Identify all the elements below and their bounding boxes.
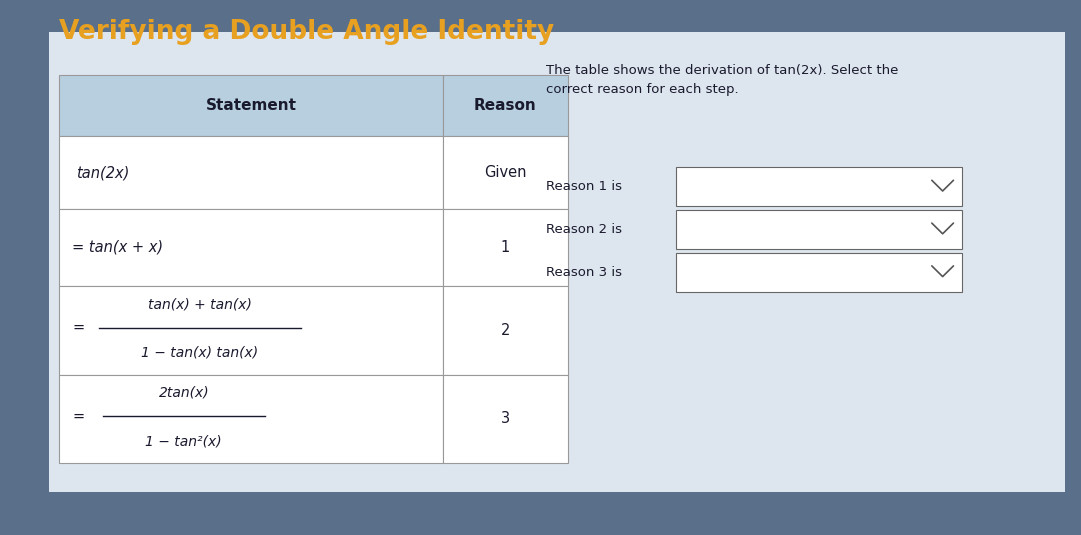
Text: The table shows the derivation of tan(2x). Select the
correct reason for each st: The table shows the derivation of tan(2x… — [546, 64, 898, 96]
Bar — [59, 75, 443, 136]
Text: 3: 3 — [501, 411, 510, 426]
Bar — [443, 75, 568, 136]
Text: 2tan(x): 2tan(x) — [159, 386, 209, 400]
Bar — [443, 136, 568, 209]
Text: Reason: Reason — [473, 98, 537, 113]
Bar — [59, 286, 443, 374]
Text: 2: 2 — [501, 323, 510, 338]
Bar — [59, 374, 443, 463]
Bar — [59, 136, 443, 209]
Text: Reason 2 is: Reason 2 is — [546, 223, 622, 236]
Bar — [676, 253, 962, 292]
Bar — [443, 286, 568, 374]
Text: tan(2x): tan(2x) — [76, 165, 129, 180]
Text: 1 − tan²(x): 1 − tan²(x) — [146, 434, 222, 448]
Text: Reason 1 is: Reason 1 is — [546, 180, 622, 193]
Text: =: = — [72, 320, 84, 335]
Bar — [59, 209, 443, 286]
Bar — [49, 32, 1065, 492]
Bar — [443, 209, 568, 286]
Text: Reason 3 is: Reason 3 is — [546, 266, 622, 279]
Text: Given: Given — [484, 165, 526, 180]
Text: Statement: Statement — [205, 98, 297, 113]
Text: 1 − tan(x) tan(x): 1 − tan(x) tan(x) — [142, 346, 258, 360]
Bar — [443, 374, 568, 463]
Bar — [676, 210, 962, 249]
Bar — [676, 167, 962, 206]
Text: tan(x) + tan(x): tan(x) + tan(x) — [148, 297, 252, 312]
Text: =: = — [72, 408, 84, 424]
Text: Verifying a Double Angle Identity: Verifying a Double Angle Identity — [59, 19, 555, 45]
Text: 1: 1 — [501, 240, 510, 255]
Text: = tan(x + x): = tan(x + x) — [72, 240, 163, 255]
